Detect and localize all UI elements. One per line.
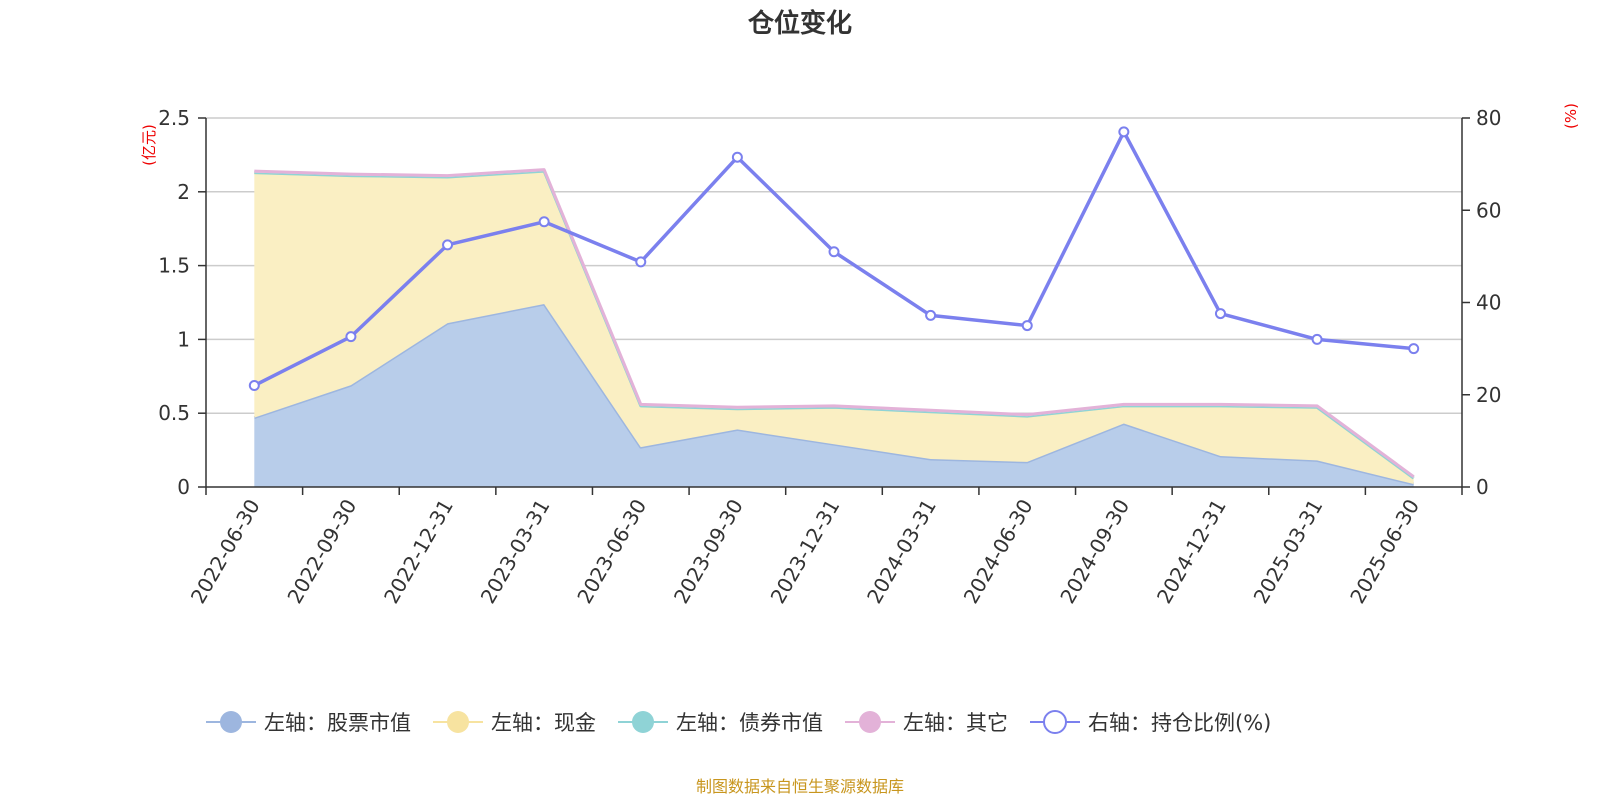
source-note: 制图数据来自恒生聚源数据库 xyxy=(696,777,904,796)
ratio-point xyxy=(345,331,357,343)
x-tick-label: 2022-09-30 xyxy=(282,495,361,608)
left-tick-label: 0 xyxy=(177,475,190,499)
ratio-point xyxy=(1408,343,1420,355)
left-tick-label: 1 xyxy=(177,327,190,351)
right-axis-unit: (%) xyxy=(1562,103,1580,129)
legend-label: 右轴：持仓比例(%) xyxy=(1088,711,1271,735)
legend-label: 左轴：股票市值 xyxy=(264,711,411,735)
right-tick-label: 0 xyxy=(1476,475,1489,499)
x-tick-label: 2022-06-30 xyxy=(186,495,265,608)
ratio-point xyxy=(828,246,840,258)
ratio-point xyxy=(635,256,647,268)
x-tick-label: 2024-03-31 xyxy=(862,495,941,608)
legend-marker xyxy=(1043,710,1067,734)
ratio-point xyxy=(1118,126,1130,138)
legend-marker xyxy=(447,711,469,733)
area-fill xyxy=(254,303,1414,487)
x-tick-label: 2024-09-30 xyxy=(1055,495,1134,608)
right-tick-label: 60 xyxy=(1476,198,1501,222)
chart-title: 仓位变化 xyxy=(747,8,852,39)
area-series xyxy=(253,168,1415,487)
x-tick-label: 2023-12-31 xyxy=(765,495,844,608)
area-line xyxy=(254,168,1415,478)
ratio-point xyxy=(248,380,260,392)
x-tick-label: 2023-06-30 xyxy=(572,495,651,608)
legend: 左轴：股票市值 左轴：现金 左轴：债券市值 左轴：其它 右轴：持仓比例(%) xyxy=(206,710,1271,735)
ratio-point xyxy=(442,239,454,251)
ratio-point xyxy=(538,216,550,228)
left-tick-label: 1.5 xyxy=(158,254,190,278)
left-tick-label: 2.5 xyxy=(158,106,190,130)
x-tick-label: 2023-03-31 xyxy=(476,495,555,608)
ratio-point xyxy=(1311,333,1323,345)
ratio-line-series xyxy=(248,126,1420,392)
x-tick-label: 2024-06-30 xyxy=(959,495,1038,608)
right-tick-label: 20 xyxy=(1476,383,1501,407)
legend-item: 左轴：债券市值 xyxy=(618,711,823,735)
ratio-point xyxy=(731,151,743,163)
legend-item: 左轴：现金 xyxy=(433,711,596,735)
legend-marker xyxy=(632,711,654,733)
right-tick-label: 40 xyxy=(1476,291,1501,315)
legend-marker xyxy=(220,711,242,733)
legend-item: 右轴：持仓比例(%) xyxy=(1030,710,1271,735)
left-axis-unit: (亿元) xyxy=(140,124,158,166)
ratio-point xyxy=(1021,320,1033,332)
legend-label: 左轴：债券市值 xyxy=(676,711,823,735)
ratio-point xyxy=(1214,308,1226,320)
x-tick-label: 2025-03-31 xyxy=(1249,495,1328,608)
x-tick-label: 2025-06-30 xyxy=(1345,495,1424,608)
x-tick-label: 2023-09-30 xyxy=(669,495,748,608)
left-tick-label: 2 xyxy=(177,180,190,204)
right-tick-label: 80 xyxy=(1476,106,1501,130)
legend-item: 左轴：其它 xyxy=(845,711,1008,735)
legend-marker xyxy=(859,711,881,733)
x-tick-label: 2022-12-31 xyxy=(379,495,458,608)
ratio-point xyxy=(925,309,937,321)
left-tick-label: 0.5 xyxy=(158,401,190,425)
legend-label: 左轴：现金 xyxy=(491,711,596,735)
legend-item: 左轴：股票市值 xyxy=(206,711,411,735)
legend-label: 左轴：其它 xyxy=(903,711,1008,735)
x-tick-label: 2024-12-31 xyxy=(1152,495,1231,608)
